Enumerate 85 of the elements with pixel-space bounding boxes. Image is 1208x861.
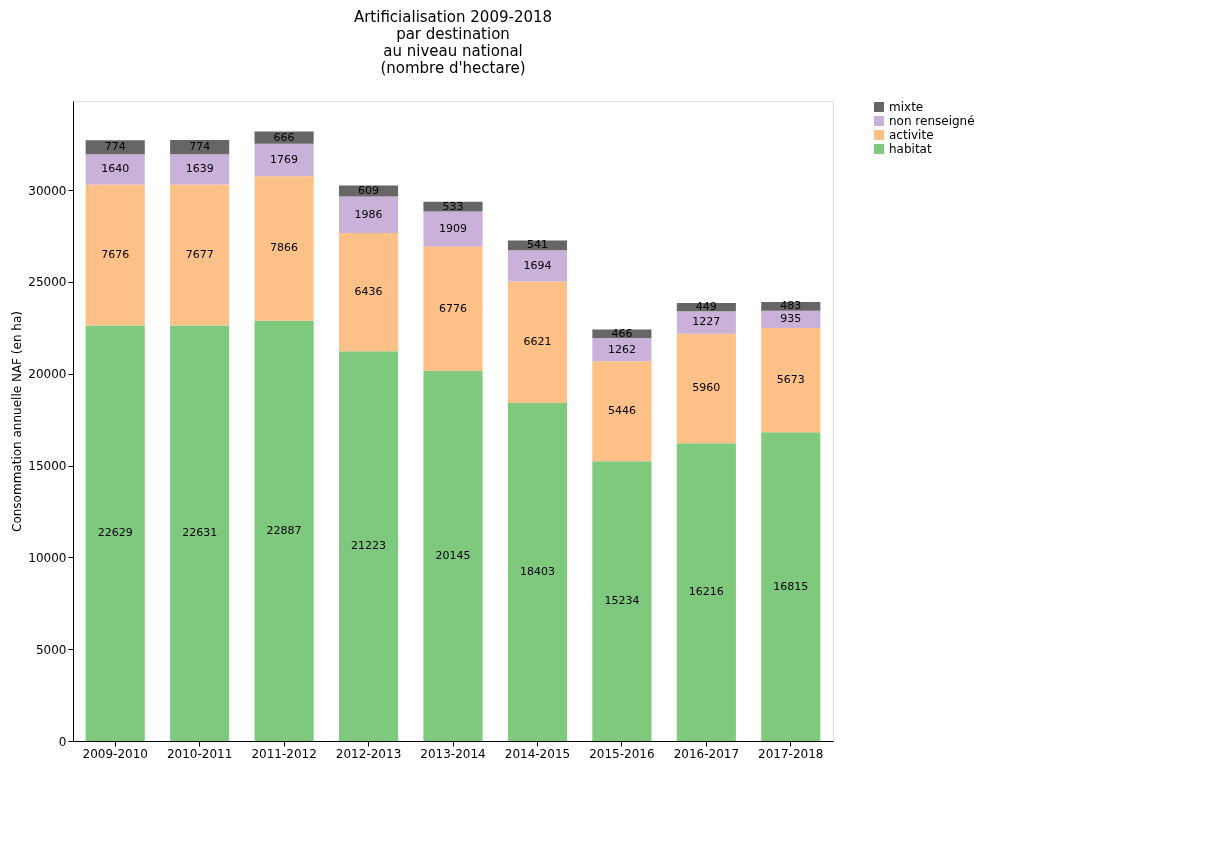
y-tick-label: 20000 (28, 367, 67, 382)
data-label: 7866 (270, 241, 299, 255)
data-label: 1986 (354, 207, 383, 221)
y-tick-label: 25000 (28, 275, 67, 290)
data-label: 1909 (439, 222, 467, 236)
x-tick-label: 2012-2013 (335, 746, 402, 761)
data-label: 7676 (101, 247, 130, 261)
data-label: 21223 (351, 539, 387, 553)
bar (254, 320, 314, 741)
bar (592, 338, 652, 362)
data-label: 466 (611, 326, 633, 340)
legend-label: habitat (889, 142, 932, 156)
data-label: 15234 (604, 594, 640, 608)
data-label: 666 (273, 130, 295, 144)
bar (170, 184, 230, 326)
bar (761, 328, 821, 433)
legend-label: activite (889, 128, 934, 142)
x-tick-label: 2013-2014 (420, 746, 486, 761)
x-tick-label: 2014-2015 (504, 746, 571, 761)
bar (85, 140, 145, 155)
data-label: 1769 (270, 153, 299, 166)
data-label: 541 (526, 238, 548, 252)
data-label: 6436 (354, 285, 383, 299)
bar (423, 371, 483, 741)
x-tick-label: 2017-2018 (758, 746, 824, 761)
y-tick-label: 10000 (28, 550, 67, 565)
data-label: 5446 (607, 404, 636, 418)
x-tick-label: 2011-2012 (251, 746, 317, 761)
data-label: 449 (695, 300, 717, 314)
data-label: 16216 (688, 585, 724, 599)
bar (507, 250, 567, 282)
x-tick-label: 2015-2016 (589, 746, 655, 761)
data-label: 774 (189, 140, 211, 154)
data-label: 22631 (182, 526, 218, 540)
data-label: 18403 (519, 565, 555, 579)
bar (339, 196, 399, 234)
bar (423, 211, 483, 247)
bar (676, 311, 736, 334)
data-label: 20145 (435, 549, 471, 563)
bar (254, 176, 314, 321)
x-tick-label: 2010-2011 (166, 746, 233, 761)
bar (676, 333, 736, 444)
data-label: 774 (104, 140, 126, 154)
data-label: 5960 (692, 381, 721, 395)
y-axis-title: Consommation annuelle NAF (en ha) (10, 311, 25, 532)
bar (507, 281, 567, 404)
y-tick-label: 0 (58, 734, 67, 749)
bar (676, 443, 736, 741)
data-label: 5673 (776, 373, 805, 387)
x-tick-label: 2009-2010 (82, 746, 148, 761)
data-label: 483 (780, 299, 802, 313)
legend-label: non renseigné (889, 114, 975, 128)
x-tick-label: 2016-2017 (673, 746, 740, 761)
y-tick-label: 15000 (28, 459, 67, 474)
data-label: 1640 (101, 162, 130, 176)
bar (85, 325, 145, 741)
data-label: 22887 (266, 523, 302, 537)
data-label: 22629 (97, 526, 133, 540)
data-label: 533 (442, 199, 464, 213)
chart-title: Artificialisation 2009-2018 par destination au niveau national (nombre d'hectare) (353, 8, 553, 77)
bar (254, 143, 314, 177)
bar (170, 154, 230, 185)
bar (85, 154, 145, 185)
data-label: 1694 (523, 258, 552, 272)
bar (423, 246, 483, 372)
bar (761, 432, 821, 741)
bar (170, 325, 230, 741)
data-label: 1639 (185, 162, 214, 176)
legend-label: mixte (889, 100, 924, 114)
bar (339, 351, 399, 741)
data-label: 7677 (185, 247, 214, 261)
data-label: 1262 (607, 342, 636, 356)
bar (339, 233, 399, 352)
y-tick-label: 30000 (28, 183, 67, 198)
data-label: 935 (780, 312, 802, 326)
bar (592, 361, 652, 462)
bar (507, 403, 567, 741)
data-label: 1227 (692, 315, 721, 329)
y-tick-label: 5000 (35, 642, 67, 657)
data-label: 16815 (773, 579, 809, 593)
bar (85, 184, 145, 326)
data-label: 609 (358, 183, 380, 197)
bar (592, 461, 652, 741)
data-label: 6621 (523, 335, 552, 349)
data-label: 6776 (439, 301, 467, 315)
